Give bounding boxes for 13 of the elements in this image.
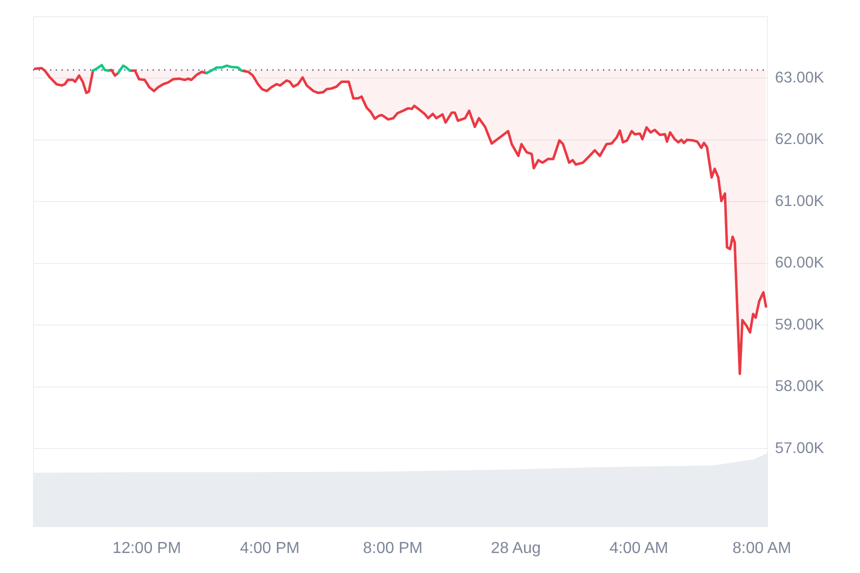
y-tick-label: 58.00K (775, 378, 825, 396)
x-tick-label: 28 Aug (490, 540, 541, 558)
y-tick-label: 59.00K (775, 316, 825, 334)
x-tick-label: 8:00 AM (732, 540, 792, 558)
y-tick-label: 60.00K (775, 254, 825, 272)
x-tick-label: 12:00 PM (112, 540, 182, 558)
x-tick-label: 4:00 PM (240, 540, 300, 558)
y-tick-label: 61.00K (775, 192, 825, 210)
y-tick-label: 63.00K (775, 69, 825, 86)
x-tick-label: 4:00 AM (609, 540, 668, 558)
y-tick-label: 62.00K (775, 131, 825, 148)
x-tick-label: 8:00 PM (363, 540, 423, 558)
y-tick-label: 57.00K (775, 440, 825, 457)
